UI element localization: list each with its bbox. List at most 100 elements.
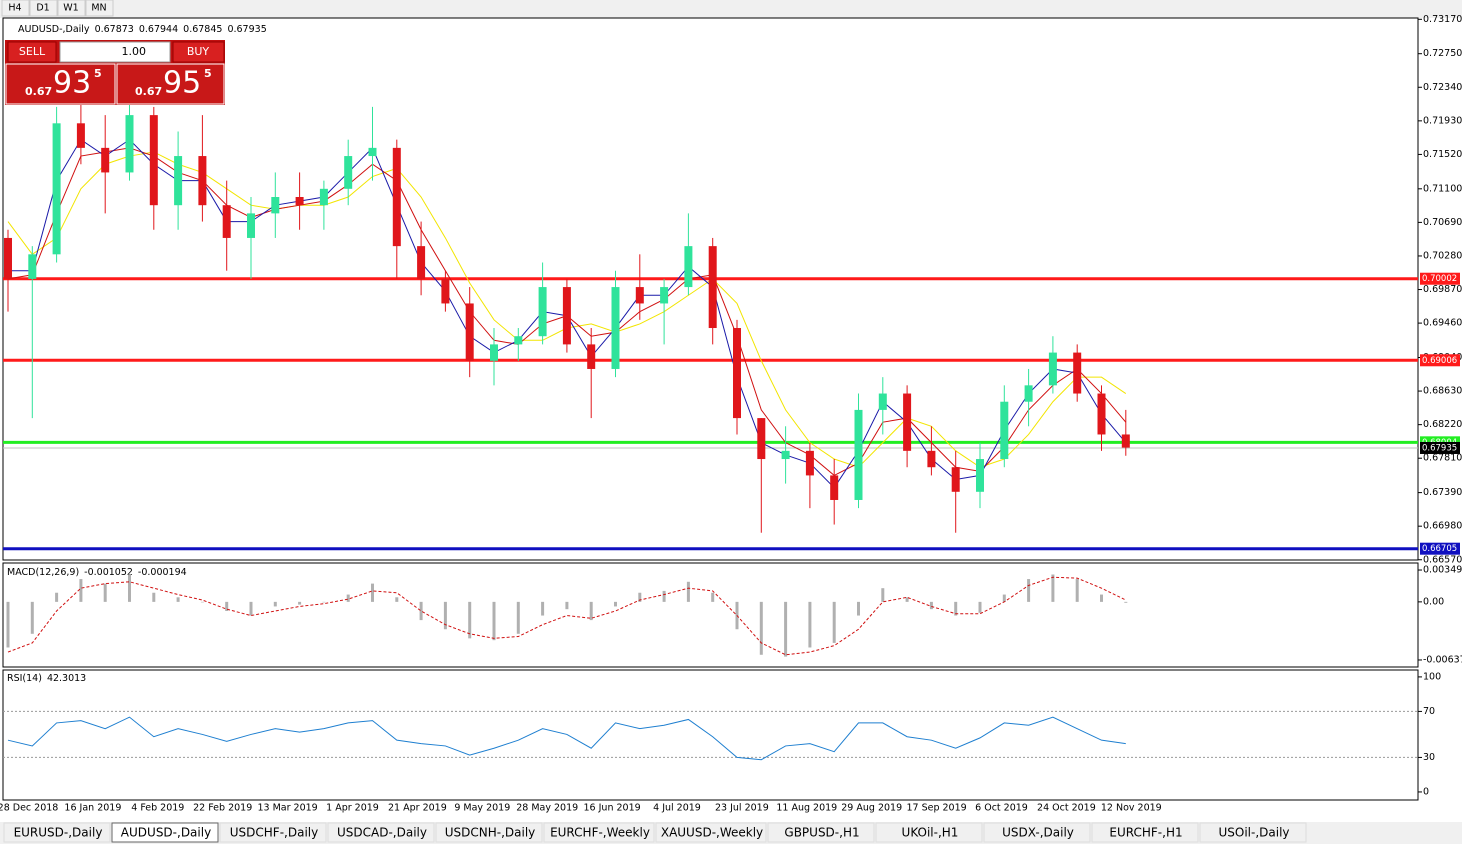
symbol-tab-label: GBPUSD-,H1 [784,826,859,840]
sell-price-box[interactable] [5,63,116,105]
level-tag [1420,542,1460,555]
symbol-tab[interactable] [875,822,983,843]
x-tick-label: 6 Oct 2019 [975,803,1028,814]
candle-body [222,205,231,238]
y-tick-label: 0.00349 [1423,565,1462,576]
y-tick-label: 70 [1423,706,1435,717]
timeframe-tab[interactable] [1,0,30,17]
symbol: AUDUSD-,Daily [18,24,90,35]
sell-button[interactable] [7,41,57,63]
macd-bar [1051,574,1055,602]
symbol-tab[interactable] [435,822,543,843]
symbol-tab-label: USDCAD-,Daily [337,826,427,840]
candle-body [319,188,328,206]
level-tag [1420,272,1460,285]
y-tick-label: 0.71930 [1423,115,1462,126]
symbol-tab[interactable] [1199,822,1307,843]
level-tag [1420,354,1460,367]
timeframe-tab[interactable] [57,0,86,17]
timeframe-tab[interactable] [29,0,58,17]
timeframe-tab[interactable] [85,0,114,17]
macd-bar [225,601,229,611]
candle-body [951,467,960,492]
ohlc-value: 0.67935 [227,24,266,35]
x-tick-label: 28 Dec 2018 [0,803,58,814]
timeframe-tab-label: MN [91,3,106,14]
macd-bar [200,601,204,603]
symbol-tab[interactable] [983,822,1091,843]
y-tick-label: 0.66980 [1423,521,1462,532]
level-tag-label: 0.66705 [1422,544,1457,554]
y-tick-label: 0.66570 [1423,554,1462,565]
candle-body [4,237,12,279]
y-tick-label: 0 [1423,786,1429,797]
x-tick-label: 13 Mar 2019 [257,803,317,814]
symbol-tab[interactable] [543,822,655,843]
y-tick-label: 0.70280 [1423,250,1462,261]
x-tick-label: 24 Oct 2019 [1037,803,1096,814]
x-tick-label: 9 May 2019 [454,803,510,814]
ohlc-value: 0.67873 [95,24,134,35]
symbol-tab[interactable] [655,822,767,843]
macd-bar [419,601,423,621]
y-tick-label: 0.71100 [1423,183,1462,194]
price-prefix: 0.67 [135,85,162,98]
candle-body [781,450,790,460]
candle-body [417,246,426,279]
price-big: 95 [163,66,201,101]
candle-body [611,287,620,369]
macd-bar [905,597,909,602]
candle-body [660,287,669,304]
symbol-tab[interactable] [767,822,875,843]
symbol-tab[interactable] [327,822,435,843]
macd-bar [857,601,860,616]
macd-bar [1124,601,1128,603]
macd-bar [541,601,545,616]
buy-button[interactable] [172,41,225,63]
candle-body [149,115,158,206]
x-tick-label: 29 Aug 2019 [841,803,902,814]
buy-price-box[interactable] [116,63,225,105]
macd-bar [711,592,715,602]
symbol-tab-label: USDCHF-,Daily [230,826,318,840]
indicator-title: MACD(12,26,9) -0.001052 -0.000194 [7,567,187,578]
symbol-tab-label: EURCHF-,H1 [1109,826,1182,840]
lots-input[interactable] [59,41,171,63]
macd-bar [784,601,788,657]
macd-bar [929,601,933,610]
candle-body [1024,385,1033,402]
macd-bar [565,601,569,610]
macd-bar [759,601,763,655]
macd-frame [2,562,1419,668]
macd-bar [79,579,83,602]
candle-body [28,254,37,279]
candle-body [125,115,134,173]
price-big: 93 [53,66,91,101]
macd-bar [30,601,34,634]
macd-bar [832,601,836,643]
candle-body [733,328,741,419]
indicator-name: MACD(12,26,9) [7,567,79,578]
symbol-tab[interactable] [3,822,111,843]
timeframe-bar [0,0,1462,18]
y-tick-label: 0.72750 [1423,48,1462,59]
indicator-name: RSI(14) [7,673,42,684]
candle-body [368,147,377,157]
symbol-tab[interactable] [1091,822,1199,843]
candle-body [1097,393,1106,435]
x-tick-label: 1 Apr 2019 [326,803,379,814]
macd-bar [273,601,277,607]
candle-body [805,450,814,476]
candle-body [854,409,863,500]
symbol-tab[interactable] [111,822,219,843]
candle-body [878,393,887,410]
candle-body [490,344,498,361]
bid-tag [1420,441,1460,454]
buy-label: BUY [187,45,210,58]
y-tick-label: 0.73170 [1423,14,1462,25]
x-tick-label: 23 Jul 2019 [715,803,769,814]
symbol-tab-label: USDCNH-,Daily [445,826,536,840]
macd-bar [371,583,374,602]
symbol-tab[interactable] [219,822,327,843]
